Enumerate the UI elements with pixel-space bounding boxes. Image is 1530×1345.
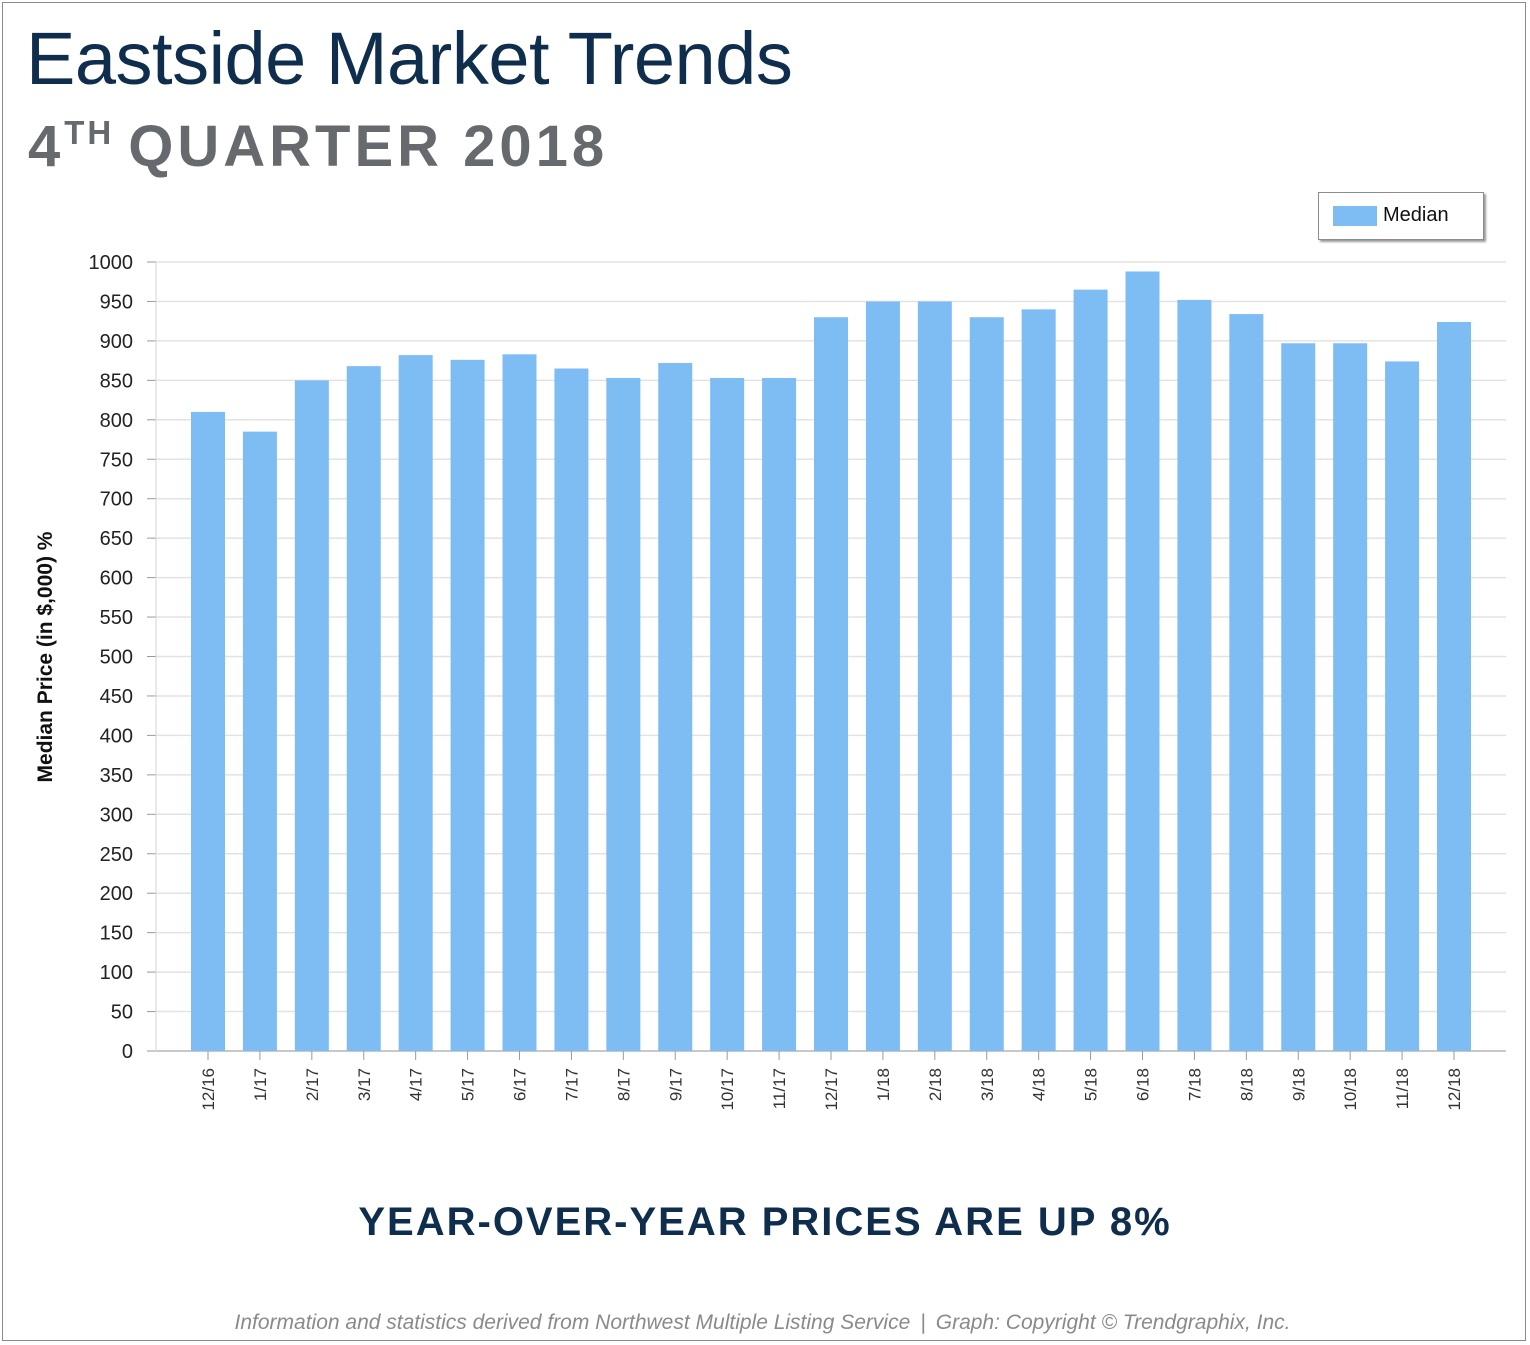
y-axis-title: Median Price (in $,000) %: [34, 531, 57, 782]
y-tick-label: 850: [100, 370, 133, 392]
footer-source: Information and statistics derived from …: [234, 1311, 911, 1334]
bar-11-17: [762, 377, 797, 1051]
footer-separator: |: [920, 1311, 926, 1334]
x-tick-label: 8/17: [614, 1068, 633, 1101]
y-tick-label: 950: [100, 291, 133, 313]
y-tick-label: 1000: [89, 252, 134, 274]
x-tick-label: 7/18: [1185, 1068, 1204, 1101]
x-tick-label: 8/18: [1237, 1068, 1256, 1101]
bar-3-17: [346, 366, 381, 1051]
x-tick-label: 9/18: [1289, 1068, 1308, 1101]
bar-9-17: [658, 362, 693, 1051]
page-title: Eastside Market Trends: [26, 17, 793, 100]
headline: YEAR-OVER-YEAR PRICES ARE UP 8%: [358, 1200, 1172, 1244]
bar-10-18: [1333, 343, 1368, 1052]
x-tick-label: 4/17: [407, 1068, 426, 1101]
y-tick-label: 350: [100, 765, 133, 787]
subtitle-quarter: QUARTER 2018: [128, 114, 609, 179]
bar-9-18: [1281, 343, 1316, 1052]
bar-12-17: [814, 317, 848, 1052]
x-axis-labels: 12/16 1/17 2/17 3/17 4/17 5/17 6/17 7/17 8/17 9/1…: [199, 1068, 1464, 1111]
chart-legend: Median: [1318, 192, 1484, 240]
subtitle-ordinal-suffix: TH: [64, 114, 115, 151]
bar-7-18: [1177, 299, 1212, 1051]
y-tick-label: 150: [100, 923, 133, 945]
x-tick-label: 7/17: [562, 1068, 581, 1101]
x-tick-label: 11/17: [770, 1068, 789, 1109]
x-tick-label: 10/17: [718, 1068, 737, 1111]
bar-10-17: [710, 377, 745, 1051]
y-tick-label: 650: [100, 528, 133, 550]
footer: Information and statistics derived from …: [0, 1311, 1525, 1335]
x-tick-label: 9/17: [666, 1068, 685, 1101]
bar-2-17: [294, 380, 329, 1052]
bar-12-18: [1437, 321, 1471, 1051]
x-tick-label: 12/18: [1445, 1068, 1464, 1111]
x-tick-label: 2/17: [303, 1068, 322, 1101]
legend-label-median: Median: [1383, 204, 1449, 226]
bar-4-17: [398, 355, 433, 1051]
x-tick-label: 6/18: [1134, 1068, 1153, 1101]
x-tick-label: 1/18: [874, 1068, 893, 1101]
y-tick-label: 300: [100, 804, 133, 826]
y-tick-label: 900: [100, 331, 133, 353]
bar-2-18: [917, 301, 952, 1051]
y-tick-label: 800: [100, 410, 133, 432]
y-tick-label: 200: [100, 883, 133, 905]
y-tick-label: 550: [100, 607, 133, 629]
bar-5-18: [1073, 289, 1108, 1051]
y-tick-label: 100: [100, 962, 133, 984]
y-tick-label: 700: [100, 489, 133, 511]
x-tick-label: 10/18: [1341, 1068, 1360, 1111]
x-tick-label: 1/17: [251, 1068, 270, 1101]
bar-11-18: [1385, 361, 1420, 1051]
bar-series: [191, 271, 1471, 1052]
y-tick-label: 0: [122, 1041, 133, 1063]
bar-5-17: [450, 359, 485, 1051]
x-tick-label: 5/17: [459, 1068, 478, 1101]
bar-8-17: [606, 377, 641, 1051]
x-tick-label: 12/17: [822, 1068, 841, 1111]
y-tick-label: 750: [100, 449, 133, 471]
bar-8-18: [1229, 314, 1264, 1052]
y-tick-label: 600: [100, 568, 133, 590]
page-subtitle: 4TH QUARTER 2018: [28, 116, 608, 176]
x-tick-label: 11/18: [1393, 1068, 1412, 1109]
x-tick-label: 3/18: [978, 1068, 997, 1101]
x-tick-label: 4/18: [1030, 1068, 1049, 1101]
x-tick-label: 2/18: [926, 1068, 945, 1101]
bar-6-18: [1125, 271, 1160, 1051]
legend-swatch-median: [1333, 206, 1377, 226]
footer-copyright: Graph: Copyright © Trendgraphix, Inc.: [935, 1311, 1291, 1334]
y-tick-label: 50: [111, 1002, 133, 1024]
subtitle-number: 4: [28, 114, 65, 179]
x-tick-label: 6/17: [511, 1068, 530, 1101]
x-tick-label: 5/18: [1082, 1068, 1101, 1101]
x-tick-label: 3/17: [355, 1068, 374, 1101]
bar-1-18: [865, 301, 900, 1051]
bar-12-16: [191, 411, 225, 1051]
bar-3-18: [969, 317, 1004, 1052]
bar-7-17: [554, 368, 589, 1051]
bar-4-18: [1021, 309, 1056, 1052]
y-tick-label: 250: [100, 844, 133, 866]
x-tick-label: 12/16: [199, 1068, 218, 1111]
bar-1-17: [242, 431, 277, 1051]
y-tick-label: 450: [100, 686, 133, 708]
bar-6-17: [502, 354, 537, 1051]
y-tick-label: 500: [100, 647, 133, 669]
y-tick-label: 400: [100, 725, 133, 747]
y-axis-ticks: 0 50 100 150 200 250 300 350 400 450 500 550 600 650 7…: [89, 252, 1506, 1063]
